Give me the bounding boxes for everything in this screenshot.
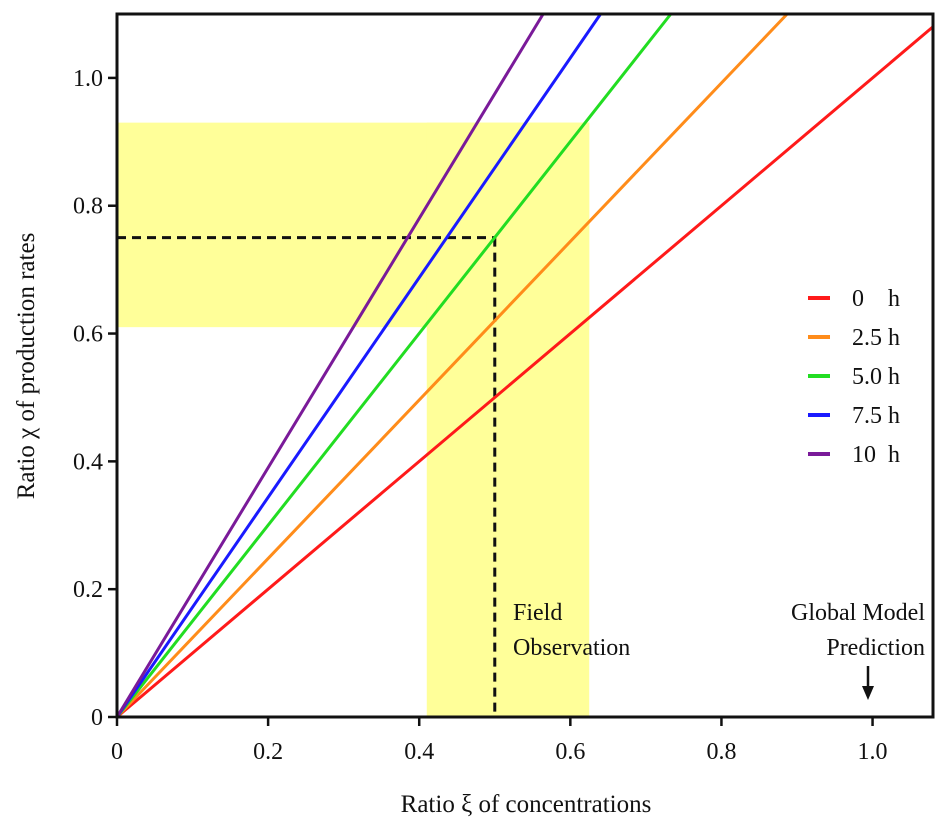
- series-line-3: [115, 13, 602, 718]
- legend-label: 2.5 h: [852, 325, 900, 351]
- x-axis-label: Ratio ξ of concentrations: [401, 791, 652, 818]
- global-model-annotation: Global Model Prediction: [791, 600, 925, 700]
- plot-frame: [115, 12, 935, 719]
- y-tick-label: 0.8: [73, 194, 103, 220]
- y-tick-label: 0.6: [73, 322, 103, 348]
- legend-label: 10 h: [852, 442, 900, 468]
- legend-label: 0 h: [852, 286, 900, 312]
- series-line-4: [115, 13, 545, 718]
- global-model-line2: Prediction: [826, 635, 925, 661]
- global-model-line1: Global Model: [791, 600, 925, 626]
- legend-label: 7.5 h: [852, 403, 900, 429]
- y-tick-label: 1.0: [73, 66, 103, 92]
- field-observation-line2: Observation: [513, 635, 630, 661]
- x-tick-label: 0.2: [253, 739, 283, 765]
- field-observation-annotation: Field Observation: [513, 600, 630, 661]
- x-axis-ticks: 0 0.2 0.4 0.6 0.8 1.0: [111, 717, 888, 765]
- y-axis-label: Ratio χ of production rates: [13, 233, 40, 500]
- x-tick-label: 0.6: [555, 739, 585, 765]
- x-tick-label: 0.8: [706, 739, 736, 765]
- y-axis-ticks: 0 0.2 0.4 0.6 0.8 1.0: [73, 66, 117, 731]
- series-line-1: [115, 12, 789, 719]
- shaded-region-1: [426, 122, 590, 718]
- x-tick-label: 0: [111, 739, 123, 765]
- global-model-arrow-head: [862, 686, 874, 700]
- legend: 0 h 2.5 h 5.0 h 7.5 h 10 h: [808, 286, 900, 468]
- x-tick-label: 1.0: [858, 739, 888, 765]
- series-line-0: [116, 25, 934, 719]
- series-line-2: [115, 13, 673, 718]
- y-tick-label: 0.4: [73, 449, 103, 475]
- reference-lines: [117, 236, 497, 717]
- y-tick-label: 0.2: [73, 577, 103, 603]
- field-observation-line1: Field: [513, 600, 562, 626]
- x-tick-label: 0.4: [404, 739, 434, 765]
- legend-label: 5.0 h: [852, 364, 900, 390]
- y-tick-label: 0: [91, 705, 103, 731]
- series-lines: [115, 12, 934, 719]
